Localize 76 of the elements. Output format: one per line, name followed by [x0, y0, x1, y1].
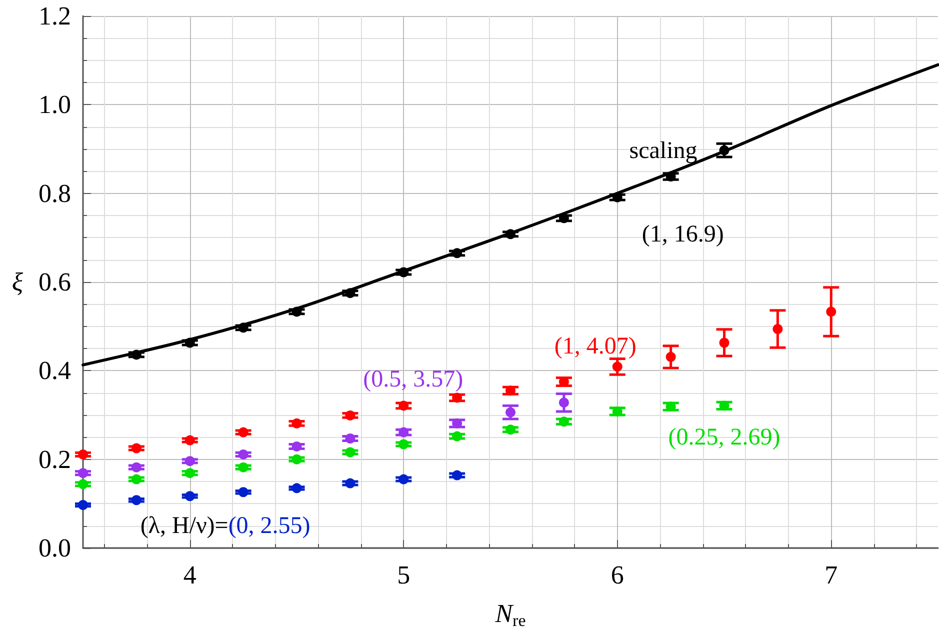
series-label: (0, 2.55) — [228, 513, 310, 540]
point — [238, 487, 248, 498]
y-tick-label: 1.0 — [38, 90, 71, 120]
point — [345, 447, 356, 458]
point — [78, 449, 88, 460]
point — [506, 407, 516, 418]
point — [666, 171, 676, 182]
point — [558, 213, 569, 224]
y-tick-label: 0.2 — [38, 444, 71, 474]
y-tick-label: 1.2 — [38, 2, 71, 30]
point — [666, 402, 676, 412]
x-tick-label: 7 — [824, 560, 838, 590]
point — [292, 306, 302, 317]
point — [398, 439, 409, 450]
series-label: (0.25, 2.69) — [668, 424, 780, 451]
point — [452, 418, 462, 428]
point — [131, 474, 142, 484]
annotation: (λ, H/ν)= — [140, 513, 228, 540]
point — [238, 449, 248, 460]
point — [131, 495, 142, 506]
y-tick-label: 0.8 — [38, 178, 71, 208]
series-label: scaling — [629, 138, 698, 164]
point — [292, 483, 302, 494]
point — [292, 454, 302, 464]
point — [612, 362, 622, 372]
y-tick-label: 0.6 — [38, 268, 71, 296]
point — [184, 456, 195, 466]
point — [78, 500, 88, 510]
point — [452, 392, 462, 403]
point — [826, 306, 836, 317]
point — [345, 288, 356, 298]
point — [719, 338, 730, 348]
point — [398, 267, 409, 278]
point — [452, 248, 462, 258]
point — [398, 400, 409, 411]
point — [292, 441, 302, 452]
point — [78, 479, 88, 490]
point — [184, 468, 195, 478]
series-label: (1, 16.9) — [642, 221, 724, 248]
point — [398, 474, 409, 484]
y-axis-title: ξ — [12, 268, 24, 296]
point — [345, 478, 356, 488]
y-tick-label: 0.0 — [38, 534, 71, 562]
point — [506, 424, 516, 435]
point — [612, 406, 622, 416]
point — [345, 410, 356, 420]
point — [719, 145, 730, 156]
series-label: (1, 4.07) — [554, 334, 636, 360]
point — [558, 398, 569, 408]
point — [292, 418, 302, 428]
point — [184, 491, 195, 502]
point — [719, 400, 730, 411]
x-tick-label: 6 — [610, 560, 624, 590]
point — [131, 443, 142, 454]
point — [772, 324, 783, 334]
point — [666, 352, 676, 362]
point — [558, 416, 569, 427]
point — [184, 435, 195, 446]
point — [506, 386, 516, 396]
series-label: (0.5, 3.57) — [363, 366, 464, 392]
point — [452, 470, 462, 480]
line-series — [82, 63, 939, 366]
point — [238, 427, 248, 438]
y-tick-label: 0.4 — [38, 356, 71, 386]
point — [238, 322, 248, 333]
point — [131, 350, 142, 360]
point — [238, 462, 248, 472]
x-tick-label: 4 — [183, 560, 196, 590]
point — [184, 338, 195, 348]
point — [452, 431, 462, 442]
point — [398, 427, 409, 438]
point — [345, 434, 356, 444]
point — [131, 462, 142, 472]
point — [78, 468, 88, 478]
point — [506, 229, 516, 240]
x-tick-label: 5 — [397, 560, 410, 590]
